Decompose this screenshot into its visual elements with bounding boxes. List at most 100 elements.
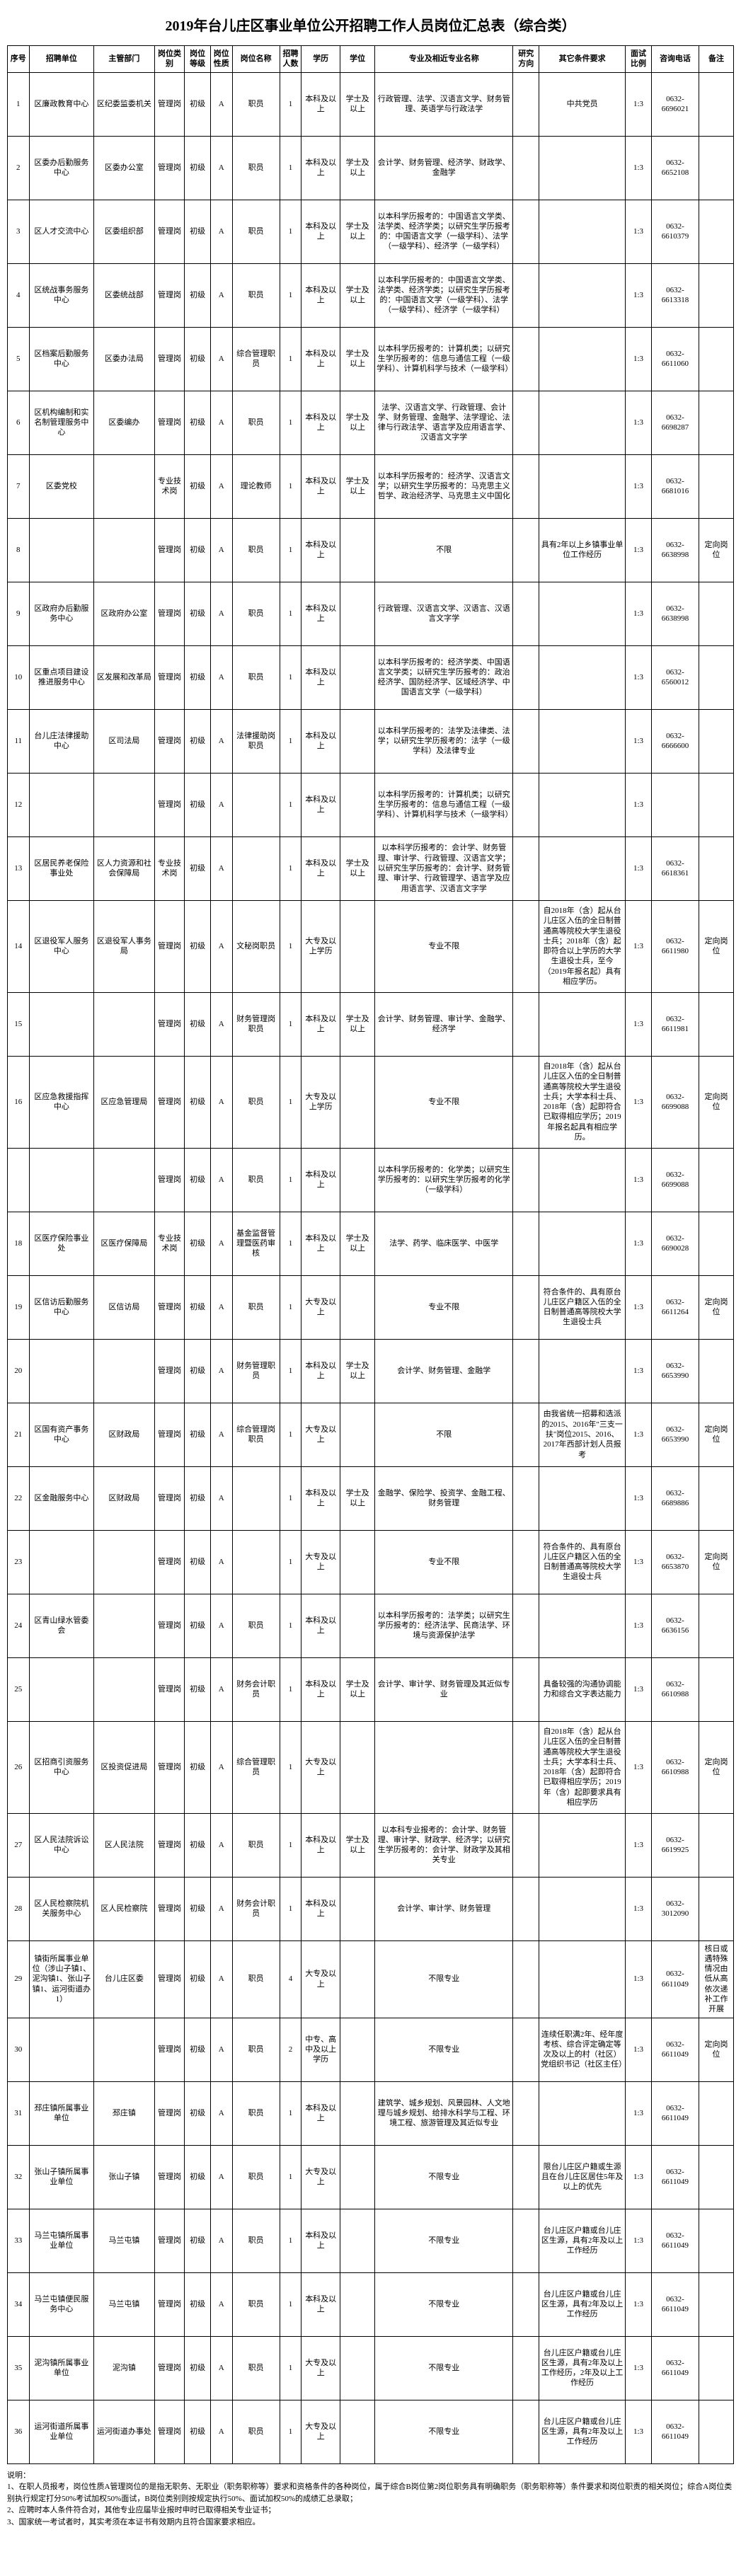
cell-dept: 区人民检察院 [94,1877,154,1940]
cell-major: 不限专业 [375,2336,513,2400]
cell-major: 不限 [375,518,513,582]
cell-cat: 管理岗 [154,1530,185,1594]
cell-seq: 11 [8,709,30,773]
cell-other: 自2018年（含）起从台儿庄区入伍的全日制普通高等院校大学生退役士兵；大学本科士… [539,1056,626,1148]
cell-ratio: 1:3 [626,1212,652,1275]
cell-edu: 本科及以上 [301,709,340,773]
cell-posname [232,1530,280,1594]
cell-level: 初级 [185,1721,211,1813]
col-dir: 研究方向 [513,46,539,73]
cell-cat: 管理岗 [154,2145,185,2209]
cell-major: 专业不限 [375,1530,513,1594]
cell-posname: 财务会计职员 [232,1877,280,1940]
cell-level: 初级 [185,1877,211,1940]
cell-dept: 马兰屯镇 [94,2209,154,2272]
cell-level: 初级 [185,2081,211,2145]
cell-edu: 本科及以上 [301,836,340,900]
cell-dir [513,200,539,263]
cell-edu: 本科及以上 [301,136,340,200]
col-remark: 备注 [699,46,734,73]
table-row: 11台儿庄法律援助中心区司法局管理岗初级A法律援助岗职员1本科及以上以本科学历报… [8,709,734,773]
cell-degree [340,1148,375,1212]
cell-phone: 0632-6652108 [651,136,699,200]
cell-nature: A [210,2272,232,2336]
cell-degree [340,645,375,709]
cell-dept: 区委编办 [94,391,154,454]
cell-num: 1 [280,900,301,992]
cell-seq: 15 [8,992,30,1056]
cell-major: 不限专业 [375,2400,513,2463]
cell-seq: 3 [8,200,30,263]
cell-nature: A [210,1594,232,1657]
cell-unit: 邳庄镇所属事业单位 [29,2081,94,2145]
cell-unit: 区重点项目建设推进服务中心 [29,645,94,709]
cell-level: 初级 [185,263,211,327]
cell-phone: 0632-6560012 [651,645,699,709]
cell-remark [699,1877,734,1940]
cell-remark [699,1212,734,1275]
cell-major: 会计学、财务管理、金融学 [375,1339,513,1403]
cell-remark [699,1148,734,1212]
cell-cat: 管理岗 [154,2018,185,2081]
cell-num: 1 [280,72,301,136]
cell-ratio: 1:3 [626,709,652,773]
cell-ratio: 1:3 [626,1657,652,1721]
cell-cat: 管理岗 [154,2336,185,2400]
cell-dept [94,992,154,1056]
cell-level: 初级 [185,136,211,200]
cell-posname: 综合管理职员 [232,327,280,391]
cell-dept: 区委办法局 [94,327,154,391]
cell-posname: 职员 [232,1594,280,1657]
cell-ratio: 1:3 [626,582,652,645]
table-row: 8管理岗初级A职员1本科及以上不限具有2年以上乡镇事业单位工作经历1:30632… [8,518,734,582]
cell-level: 初级 [185,582,211,645]
cell-remark: 定向岗位 [699,2018,734,2081]
cell-posname: 职员 [232,2018,280,2081]
cell-dir [513,136,539,200]
cell-cat: 管理岗 [154,582,185,645]
cell-num: 1 [280,1148,301,1212]
cell-nature: A [210,1056,232,1148]
cell-remark [699,2081,734,2145]
cell-degree: 学士及以上 [340,1466,375,1530]
cell-edu: 本科及以上 [301,1594,340,1657]
cell-nature: A [210,1877,232,1940]
cell-edu: 大专及以上 [301,1403,340,1466]
cell-phone [651,773,699,836]
cell-seq: 20 [8,1339,30,1403]
cell-num: 1 [280,1813,301,1877]
cell-remark [699,2209,734,2272]
cell-num: 1 [280,1721,301,1813]
cell-posname: 职员 [232,391,280,454]
cell-posname: 职员 [232,1056,280,1148]
cell-other: 台儿庄区户籍或台儿庄区生源，具有2年及以上工作经历，2年及以上工作经历 [539,2336,626,2400]
cell-dept: 区财政局 [94,1403,154,1466]
cell-nature: A [210,2336,232,2400]
cell-ratio: 1:3 [626,2209,652,2272]
cell-num: 1 [280,327,301,391]
cell-dept: 区委办公室 [94,136,154,200]
cell-dept: 区投资促进局 [94,1721,154,1813]
cell-num: 1 [280,1212,301,1275]
cell-unit [29,2018,94,2081]
cell-posname: 文秘岗职员 [232,900,280,992]
cell-ratio: 1:3 [626,2145,652,2209]
cell-unit [29,992,94,1056]
table-row: 25管理岗初级A财务会计职员1本科及以上学士及以上会计学、审计学、财务管理及其近… [8,1657,734,1721]
cell-other [539,136,626,200]
cell-dir [513,72,539,136]
cell-level: 初级 [185,1940,211,2018]
cell-num: 1 [280,518,301,582]
col-posname: 岗位名称 [232,46,280,73]
cell-degree: 学士及以上 [340,263,375,327]
cell-num: 1 [280,1657,301,1721]
cell-level: 初级 [185,2018,211,2081]
cell-ratio: 1:3 [626,1877,652,1940]
table-row: 15管理岗初级A财务管理岗职员1本科及以上学士及以上会计学、财务管理、审计学、金… [8,992,734,1056]
table-row: 9区政府办后勤服务中心区政府办公室管理岗初级A职员1本科及以上行政管理、汉语言文… [8,582,734,645]
table-row: 35泥沟镇所属事业单位泥沟镇管理岗初级A职员1大专及以上不限专业台儿庄区户籍或台… [8,2336,734,2400]
cell-unit: 泥沟镇所属事业单位 [29,2336,94,2400]
cell-major: 不限专业 [375,2209,513,2272]
cell-phone: 0632-6698287 [651,391,699,454]
cell-remark [699,454,734,518]
